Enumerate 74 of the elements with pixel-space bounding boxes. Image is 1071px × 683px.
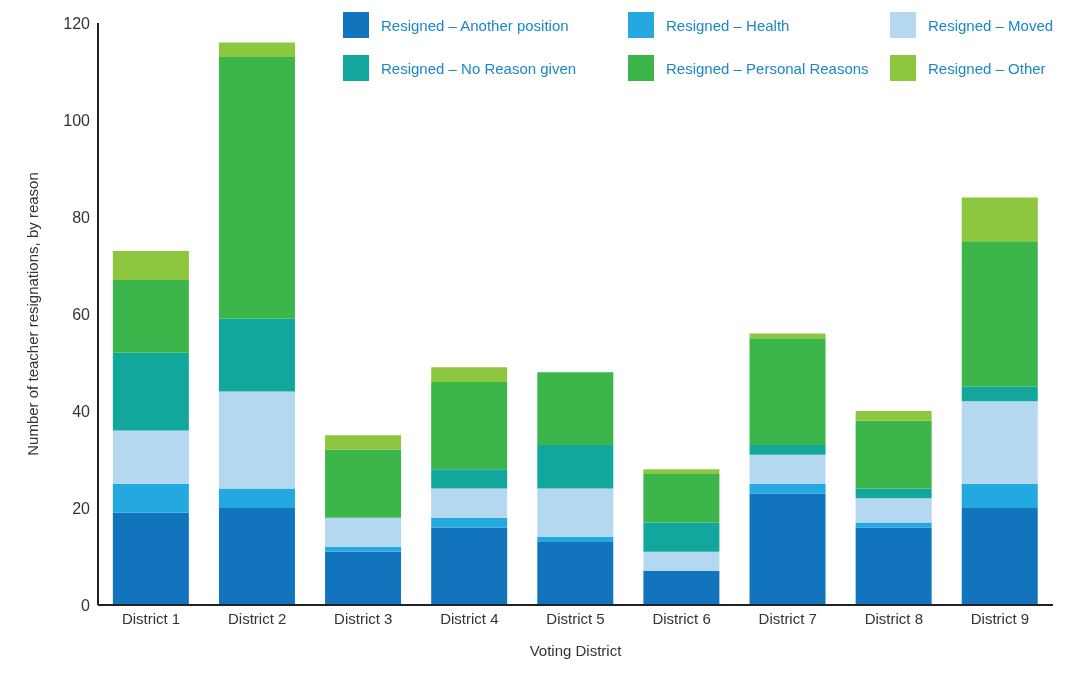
legend-label: Resigned – Another position xyxy=(381,16,569,34)
y-tick-label: 0 xyxy=(81,596,91,614)
bar xyxy=(431,488,508,518)
legend-label: Resigned – Personal Reasons xyxy=(666,59,869,77)
x-tick-label: District 2 xyxy=(227,609,287,627)
bar xyxy=(855,420,932,489)
x-tick-label: District 1 xyxy=(121,609,181,627)
bar xyxy=(643,474,720,523)
y-tick-label: 20 xyxy=(72,499,91,517)
bar xyxy=(112,430,189,484)
x-tick-label: District 8 xyxy=(864,609,924,627)
bar xyxy=(749,444,826,455)
bar xyxy=(112,250,189,281)
y-tick-label: 40 xyxy=(72,402,91,420)
bar xyxy=(325,551,402,605)
bar xyxy=(218,42,295,57)
bar xyxy=(325,546,402,552)
bar xyxy=(112,483,189,513)
x-tick-label: District 4 xyxy=(440,609,499,627)
bar xyxy=(643,551,720,572)
bar xyxy=(855,527,932,605)
y-tick-label: 60 xyxy=(72,305,91,323)
x-tick-label: District 9 xyxy=(970,609,1030,627)
bar xyxy=(749,454,826,484)
bar xyxy=(218,508,295,605)
bar xyxy=(112,280,189,353)
bar xyxy=(749,483,826,494)
legend-label: Resigned – Health xyxy=(666,16,790,34)
bar xyxy=(325,517,402,547)
x-tick-label: District 7 xyxy=(758,609,817,627)
legend-label: Resigned – Other xyxy=(928,59,1046,77)
bar xyxy=(112,352,189,431)
bar xyxy=(537,444,614,489)
x-tick-label: District 3 xyxy=(334,609,393,627)
bar xyxy=(749,333,826,339)
x-tick-label: District 6 xyxy=(652,609,711,627)
bar xyxy=(218,318,295,392)
bar xyxy=(643,469,720,475)
bar xyxy=(855,498,932,523)
bar xyxy=(218,488,295,508)
bar xyxy=(218,56,295,319)
bar xyxy=(325,449,402,518)
bar xyxy=(431,469,508,489)
bar xyxy=(961,386,1038,402)
bar xyxy=(961,401,1038,484)
y-tick-label: 80 xyxy=(72,208,91,226)
bar xyxy=(537,488,614,538)
bar xyxy=(325,435,402,450)
bar xyxy=(749,338,826,445)
bar xyxy=(855,411,932,421)
bar xyxy=(431,381,508,470)
bar xyxy=(643,571,720,605)
bar xyxy=(961,241,1038,387)
bar xyxy=(537,372,614,445)
bar xyxy=(961,483,1038,508)
bar xyxy=(961,197,1038,242)
bar xyxy=(855,488,932,499)
legend-label: Resigned – No Reason given xyxy=(381,59,577,77)
bar xyxy=(431,367,508,382)
bar xyxy=(431,527,508,605)
bar xyxy=(961,508,1038,605)
x-tick-label: District 5 xyxy=(546,609,605,627)
x-axis-title: Voting District xyxy=(529,641,623,659)
bar xyxy=(218,391,295,489)
bar xyxy=(643,522,720,552)
bar xyxy=(537,541,614,605)
bar xyxy=(112,512,189,605)
bar xyxy=(431,517,508,528)
y-tick-label: 100 xyxy=(63,111,91,129)
bar xyxy=(537,537,614,542)
y-axis-title: Number of teacher resignations, by reason xyxy=(24,172,42,456)
bar xyxy=(749,493,826,605)
legend-label: Resigned – Moved xyxy=(928,16,1054,34)
y-tick-label: 120 xyxy=(63,14,91,32)
